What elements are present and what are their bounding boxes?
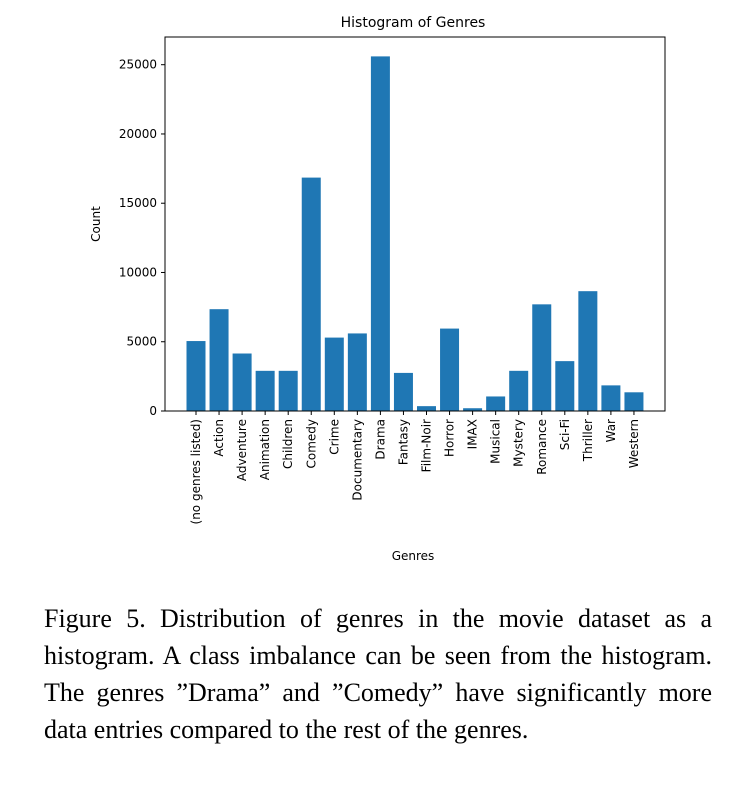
bar [301,177,321,411]
bar [278,370,298,411]
y-tick-label: 20000 [119,127,157,141]
plot-frame [164,36,666,412]
y-axis: 0 5000 10000 15000 20000 25000 [119,58,165,418]
bar [232,353,252,411]
x-tick-label: Musical [489,419,503,464]
y-axis-label: Count [89,206,103,242]
bar [509,370,529,411]
x-tick-label: Animation [258,419,272,480]
x-tick-label: IMAX [466,419,480,449]
bar [601,385,621,411]
x-tick-label: Crime [327,419,341,455]
bar [486,396,506,411]
bar [555,361,575,411]
bar [463,408,483,411]
bar [370,56,390,411]
x-tick-label: Documentary [350,419,364,501]
x-tick-label: Mystery [512,419,526,467]
x-tick-label: Sci-Fi [558,419,572,450]
x-tick-label: Thriller [581,419,595,462]
x-tick-label: Fantasy [396,419,410,465]
figure-caption: Figure 5. Distribution of genres in the … [44,604,712,744]
y-tick-label: 25000 [119,58,157,72]
bar [186,341,206,411]
bar [417,406,436,411]
x-tick-label: Western [627,419,641,468]
y-tick-label: 15000 [119,196,157,210]
bar [209,309,229,411]
bar [624,392,644,411]
x-tick-label: Action [212,419,226,457]
y-tick-label: 10000 [119,265,157,279]
x-tick-label: Adventure [235,419,249,481]
bar [440,328,460,411]
bar [578,291,598,411]
y-tick-label: 0 [149,404,157,418]
bar [532,304,552,411]
x-tick-label: (no genres listed) [189,419,203,524]
x-tick-label: Romance [535,419,549,475]
x-axis-label: Genres [392,549,435,563]
x-tick-label: War [604,419,618,442]
x-tick-label: Comedy [304,419,318,469]
x-tick-label: Film-Noir [420,419,434,472]
y-tick-label: 5000 [126,335,157,349]
bar [393,372,413,411]
x-axis: (no genres listed) Action Adventure Animati… [189,411,641,524]
x-tick-label: Horror [443,419,457,457]
x-tick-label: Drama [373,419,387,460]
bar [347,333,367,411]
bar [255,370,275,411]
x-tick-label: Children [281,419,295,469]
genre-histogram-chart: Histogram of Genres 0 5000 10000 15000 20000… [89,15,666,563]
chart-title: Histogram of Genres [341,15,486,31]
bar [324,337,344,411]
bars-group [186,56,644,411]
